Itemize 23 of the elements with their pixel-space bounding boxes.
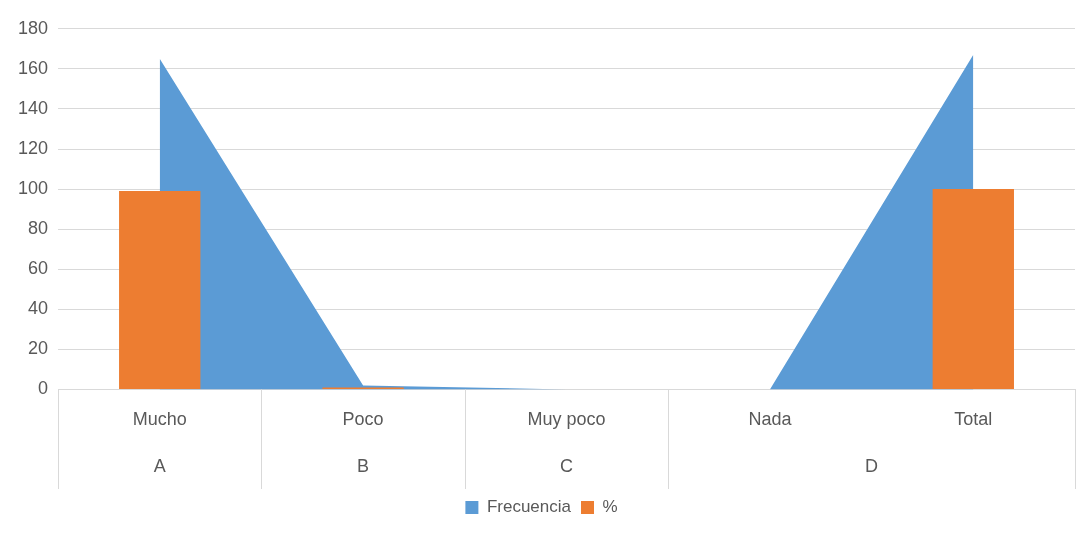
text: B [357,455,370,476]
y-tick-label: 100 [17,178,49,199]
x-tick-label: Nada [748,409,793,430]
text: D [865,455,879,476]
y-tick-label: 140 [17,97,49,118]
x-tick-label: Poco [342,409,384,430]
bar [119,191,201,389]
x-tick-label: Muy poco [527,409,606,430]
legend-label: Frecuencia [486,497,572,517]
y-tick-label: 120 [17,137,49,158]
y-tick-label: 80 [28,218,49,239]
text: C [560,455,574,476]
y-tick-label: 20 [28,338,49,359]
y-tick-label: 180 [17,17,49,38]
y-tick-label: 160 [17,57,49,78]
x-tick-label: Mucho [132,409,187,430]
y-tick-label: 40 [28,298,49,319]
y-tick-label: 0 [38,378,49,399]
text: A [153,455,166,476]
x-tick-label: Total [954,409,993,430]
legend-label: % [602,497,618,517]
bar [932,189,1014,389]
y-tick-label: 60 [28,258,49,279]
